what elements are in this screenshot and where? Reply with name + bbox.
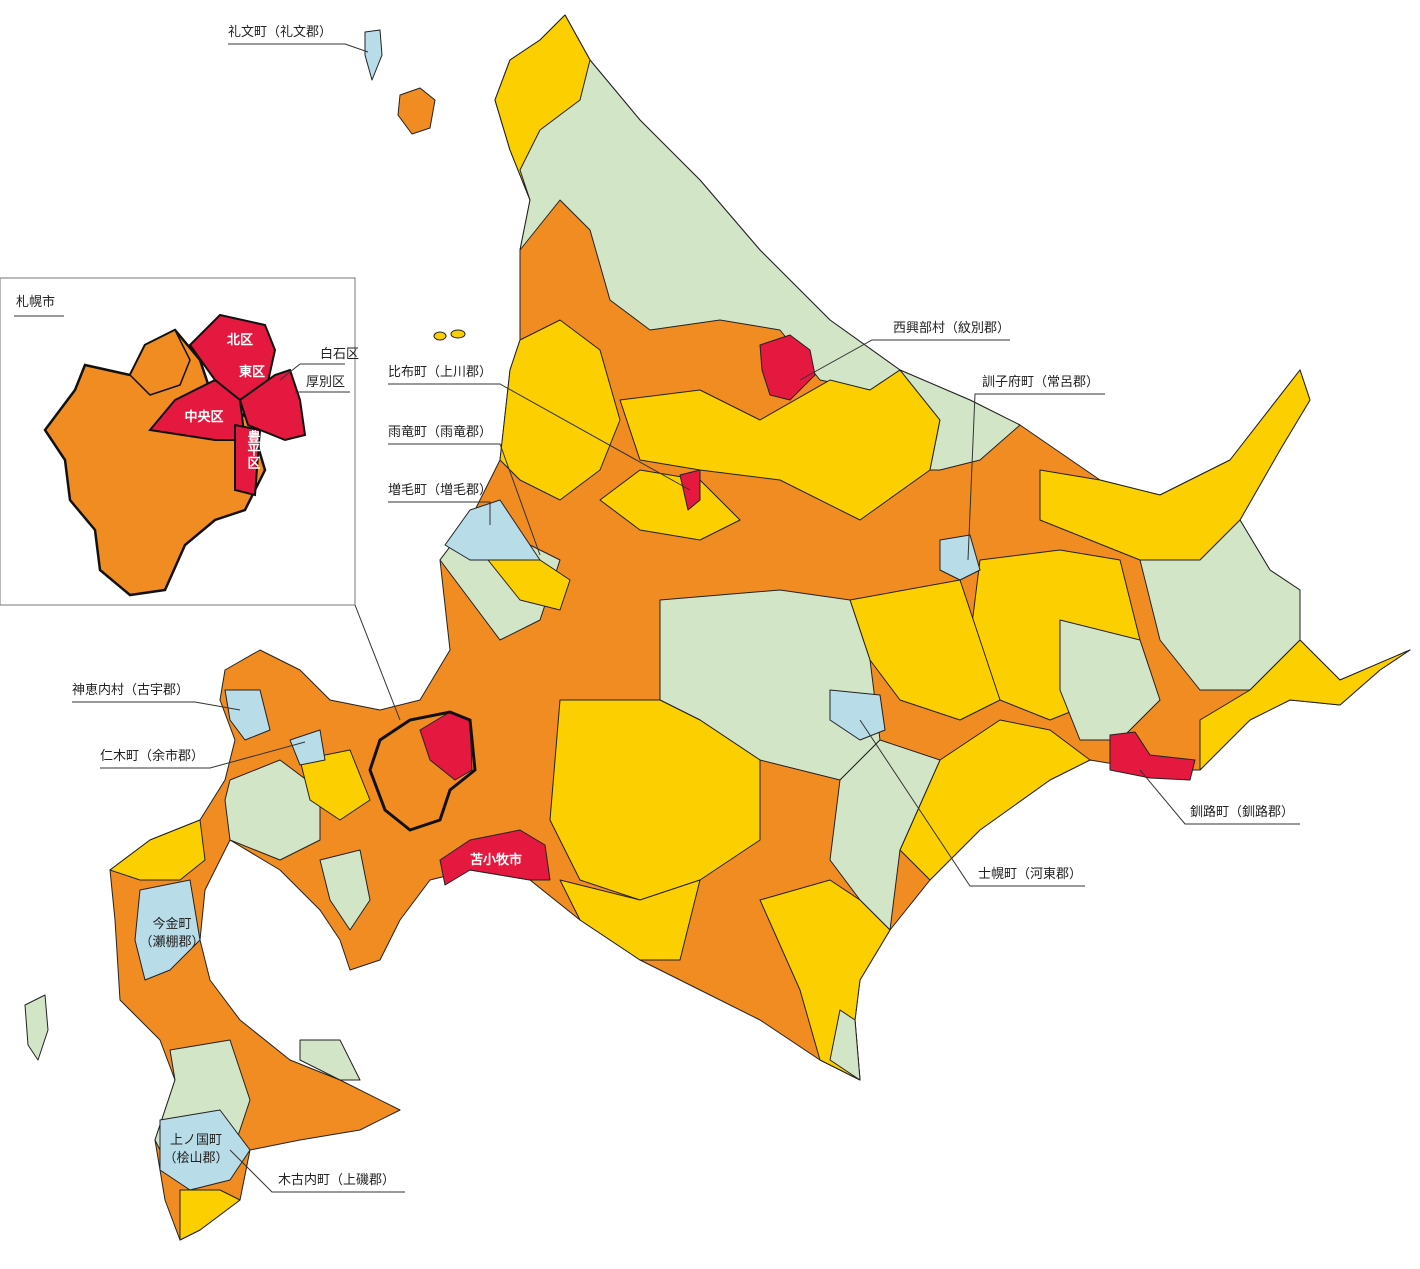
region xyxy=(549,699,761,901)
region xyxy=(939,534,981,581)
region xyxy=(224,759,321,861)
label: 仁木町（余市郡） xyxy=(100,748,204,764)
district xyxy=(129,328,191,396)
region xyxy=(444,499,541,561)
island xyxy=(433,331,447,341)
label: （桧山郡） xyxy=(163,1151,228,1166)
labels: 礼文町（礼文郡） 西興部村（紋別郡） 訓子府町（常呂郡） 比布町（上川郡） 雨竜… xyxy=(72,24,1300,1193)
leader xyxy=(279,363,301,381)
leader xyxy=(388,501,491,525)
region xyxy=(289,729,326,766)
region xyxy=(1039,369,1311,561)
leader xyxy=(228,43,369,53)
leader xyxy=(100,741,306,769)
label: 釧路町（釧路郡） xyxy=(1190,804,1294,820)
region xyxy=(849,579,1001,721)
inset-title: 札幌市 xyxy=(16,294,55,310)
label: 西興部村（紋別郡） xyxy=(893,321,1010,336)
region xyxy=(829,689,886,741)
region xyxy=(179,1189,241,1241)
island xyxy=(397,87,436,135)
ward-label: 厚別区 xyxy=(306,375,345,390)
leader xyxy=(229,1149,405,1193)
label: 雨竜町（雨竜郡） xyxy=(388,425,492,440)
ward-label: 白石区 xyxy=(320,346,359,362)
label: （瀬棚郡） xyxy=(139,935,204,950)
sapporo-outline xyxy=(368,710,477,832)
region xyxy=(224,689,271,741)
label: 比布町（上川郡） xyxy=(388,365,492,380)
region xyxy=(559,879,701,961)
ward xyxy=(238,368,307,442)
ward-label: 東区 xyxy=(239,364,265,380)
city-label: 苫小牧市 xyxy=(470,852,522,868)
island xyxy=(450,329,466,339)
label: 礼文町（礼文郡） xyxy=(228,24,332,40)
label: 今金町 xyxy=(152,916,191,932)
region xyxy=(899,719,1091,881)
region xyxy=(134,879,201,981)
leader xyxy=(799,339,1010,381)
region xyxy=(319,849,371,931)
ward xyxy=(234,423,262,497)
region xyxy=(759,879,891,1081)
inset: 札幌市 北区 東区 白石区 厚別区 中央区 豊平区 xyxy=(0,277,401,721)
label: 上ノ国町 xyxy=(170,1133,222,1148)
leader xyxy=(859,719,1085,887)
label: 士幌町（河東郡） xyxy=(978,866,1082,882)
island xyxy=(24,994,49,1061)
region xyxy=(1139,519,1301,691)
region xyxy=(759,334,816,401)
region xyxy=(109,819,206,881)
label: 神恵内村（古宇郡） xyxy=(72,682,189,698)
leader xyxy=(967,393,1105,561)
region xyxy=(299,1039,361,1081)
label: 木古内町（上磯郡） xyxy=(278,1172,395,1188)
region xyxy=(829,1009,861,1081)
leader xyxy=(72,701,241,711)
region xyxy=(1199,639,1411,771)
region xyxy=(499,319,621,501)
leader xyxy=(388,443,541,556)
ward-label: 北区 xyxy=(227,333,253,348)
leader xyxy=(1139,769,1300,825)
ward-label: 豊平区 xyxy=(245,429,261,470)
ward-label: 中央区 xyxy=(184,409,223,425)
region xyxy=(829,739,941,931)
leader xyxy=(388,383,691,491)
regions xyxy=(109,14,1411,1241)
region xyxy=(159,1109,251,1191)
region xyxy=(1109,731,1196,781)
label: 増毛町（増毛郡） xyxy=(388,483,492,498)
region xyxy=(899,369,1021,471)
leader xyxy=(354,604,401,721)
region xyxy=(439,829,551,886)
region xyxy=(494,14,591,201)
region xyxy=(599,469,741,541)
region xyxy=(299,749,371,821)
island xyxy=(364,29,383,81)
label: 訓子府町（常呂郡） xyxy=(982,374,1099,390)
